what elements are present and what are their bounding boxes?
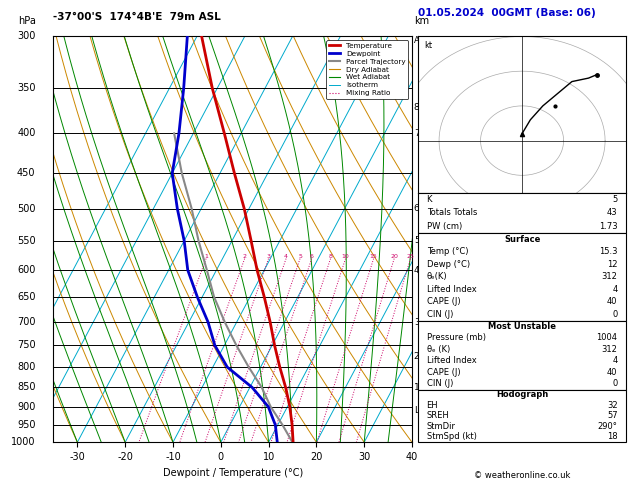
Text: 6: 6 — [309, 254, 314, 259]
Text: 450: 450 — [17, 168, 35, 178]
Text: 850: 850 — [17, 382, 35, 393]
Text: 10: 10 — [342, 254, 349, 259]
Text: CIN (J): CIN (J) — [426, 379, 453, 388]
Text: 350: 350 — [17, 84, 35, 93]
Text: K: K — [426, 195, 432, 204]
FancyBboxPatch shape — [418, 321, 626, 389]
Text: θₑ(K): θₑ(K) — [426, 272, 447, 281]
Text: CIN (J): CIN (J) — [426, 310, 453, 319]
Text: 15: 15 — [370, 254, 377, 259]
Text: ASL: ASL — [414, 36, 430, 46]
Text: 1.73: 1.73 — [599, 222, 618, 231]
Text: 4: 4 — [612, 285, 618, 294]
Text: SREH: SREH — [426, 411, 449, 420]
Text: 18: 18 — [607, 433, 618, 441]
Text: Lifted Index: Lifted Index — [426, 285, 476, 294]
Text: 40: 40 — [607, 297, 618, 306]
Legend: Temperature, Dewpoint, Parcel Trajectory, Dry Adiabat, Wet Adiabat, Isotherm, Mi: Temperature, Dewpoint, Parcel Trajectory… — [326, 40, 408, 99]
Text: 6: 6 — [414, 204, 420, 213]
Text: 1000: 1000 — [11, 437, 35, 447]
Text: 600: 600 — [17, 265, 35, 275]
Text: 40: 40 — [607, 368, 618, 377]
Text: 57: 57 — [607, 411, 618, 420]
Text: hPa: hPa — [18, 17, 35, 26]
Text: 300: 300 — [17, 32, 35, 41]
Text: 4: 4 — [284, 254, 288, 259]
Text: 01.05.2024  00GMT (Base: 06): 01.05.2024 00GMT (Base: 06) — [418, 8, 596, 18]
Text: 1: 1 — [204, 254, 208, 259]
Text: Totals Totals: Totals Totals — [426, 208, 477, 217]
Text: Hodograph: Hodograph — [496, 390, 548, 399]
Text: 4: 4 — [612, 356, 618, 365]
Text: Surface: Surface — [504, 235, 540, 244]
Text: 312: 312 — [602, 345, 618, 354]
Text: CAPE (J): CAPE (J) — [426, 297, 460, 306]
Text: 32: 32 — [607, 401, 618, 410]
Text: PW (cm): PW (cm) — [426, 222, 462, 231]
FancyBboxPatch shape — [418, 192, 626, 233]
Text: 25: 25 — [406, 254, 415, 259]
Text: -37°00'S  174°4B'E  79m ASL: -37°00'S 174°4B'E 79m ASL — [53, 12, 221, 22]
Text: 900: 900 — [17, 402, 35, 412]
FancyBboxPatch shape — [418, 389, 626, 442]
Text: 750: 750 — [17, 340, 35, 350]
Text: 5: 5 — [298, 254, 302, 259]
Text: 1004: 1004 — [596, 333, 618, 342]
Text: 15.3: 15.3 — [599, 247, 618, 257]
Text: 290°: 290° — [598, 422, 618, 431]
Text: 0: 0 — [612, 310, 618, 319]
Text: 550: 550 — [17, 236, 35, 246]
FancyBboxPatch shape — [418, 233, 626, 321]
Text: 7: 7 — [414, 129, 420, 138]
Text: 8: 8 — [328, 254, 333, 259]
Text: 20: 20 — [390, 254, 398, 259]
Text: 5: 5 — [612, 195, 618, 204]
Text: StmSpd (kt): StmSpd (kt) — [426, 433, 476, 441]
Text: 312: 312 — [602, 272, 618, 281]
Text: 650: 650 — [17, 292, 35, 302]
Text: km: km — [414, 17, 429, 26]
Text: 3: 3 — [267, 254, 270, 259]
Text: 4: 4 — [414, 265, 420, 275]
Text: StmDir: StmDir — [426, 422, 455, 431]
Text: 3: 3 — [414, 317, 420, 327]
Text: 8: 8 — [414, 103, 420, 112]
Text: Mixing Ratio (g/kg): Mixing Ratio (g/kg) — [440, 200, 448, 279]
Text: Lifted Index: Lifted Index — [426, 356, 476, 365]
Text: Temp (°C): Temp (°C) — [426, 247, 468, 257]
Text: Dewp (°C): Dewp (°C) — [426, 260, 470, 269]
Text: EH: EH — [426, 401, 438, 410]
Text: 1: 1 — [414, 383, 420, 392]
Text: Pressure (mb): Pressure (mb) — [426, 333, 486, 342]
X-axis label: Dewpoint / Temperature (°C): Dewpoint / Temperature (°C) — [163, 468, 303, 478]
Text: 2: 2 — [243, 254, 247, 259]
Text: Most Unstable: Most Unstable — [488, 322, 556, 331]
Text: 500: 500 — [17, 204, 35, 214]
Text: 400: 400 — [17, 128, 35, 139]
Text: 5: 5 — [414, 236, 420, 245]
Text: kt: kt — [425, 41, 433, 50]
Text: 0: 0 — [612, 379, 618, 388]
Text: LCL: LCL — [414, 406, 430, 415]
Text: θₑ (K): θₑ (K) — [426, 345, 450, 354]
Text: 43: 43 — [607, 208, 618, 217]
Text: 12: 12 — [607, 260, 618, 269]
Text: 700: 700 — [17, 317, 35, 327]
Text: CAPE (J): CAPE (J) — [426, 368, 460, 377]
Text: 2: 2 — [414, 352, 420, 361]
Text: © weatheronline.co.uk: © weatheronline.co.uk — [474, 471, 571, 480]
Text: 950: 950 — [17, 420, 35, 430]
Text: 800: 800 — [17, 362, 35, 372]
